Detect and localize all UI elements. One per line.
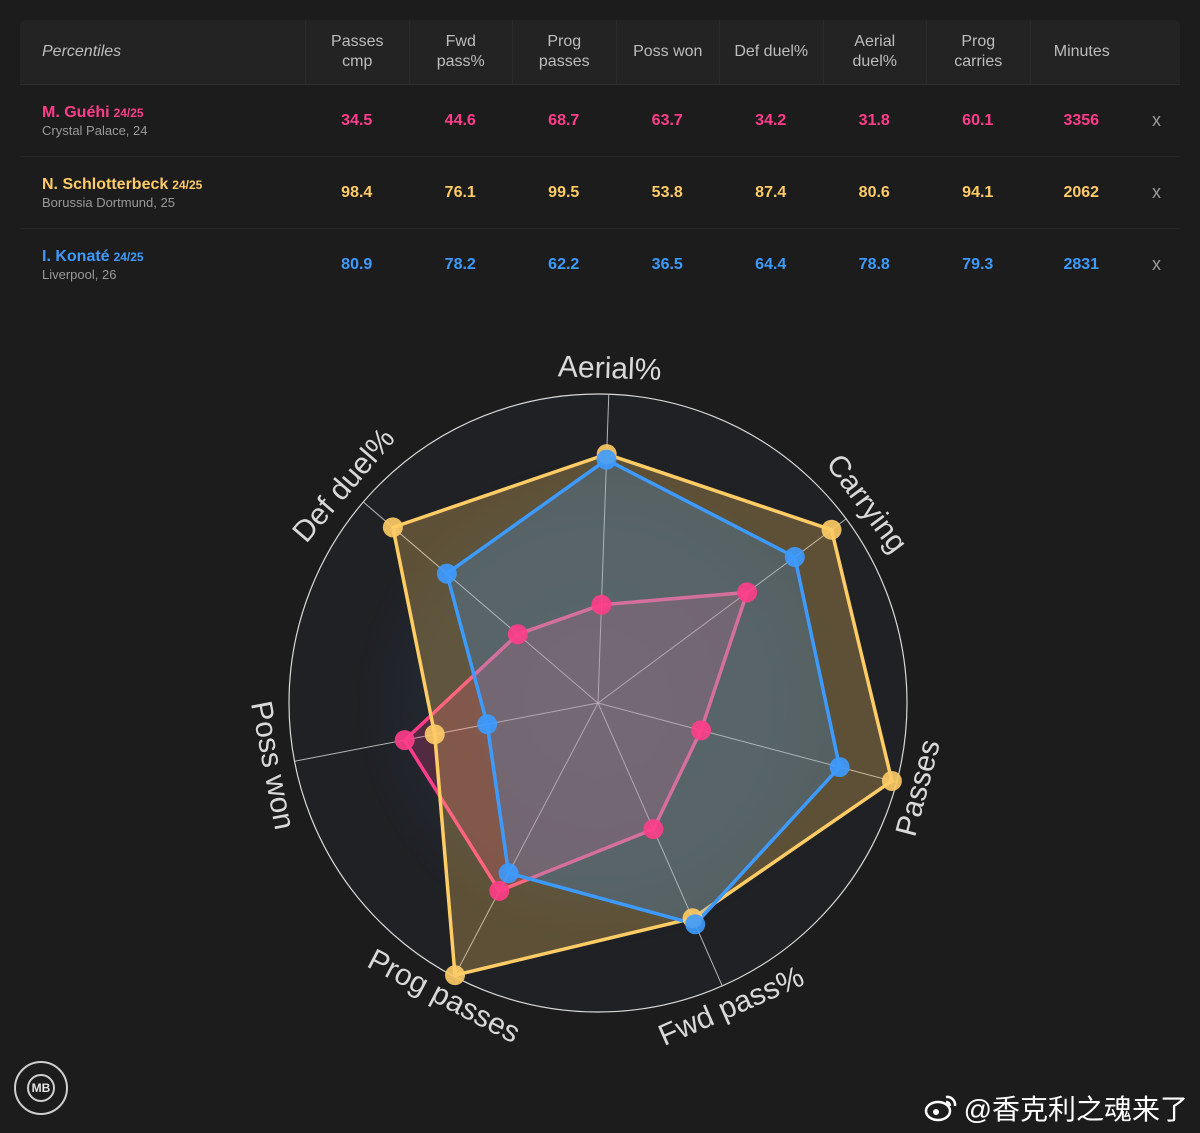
series-area-0 [402,590,749,893]
stat-value: 63.7 [651,111,683,129]
data-point [436,563,457,584]
stat-value: 80.6 [858,183,890,201]
data-point [489,880,510,901]
logo: MB [14,1061,68,1115]
player-team: Borussia Dortmund, 25 [42,194,175,210]
data-point [477,714,498,735]
player-team: Liverpool, 26 [42,266,117,282]
stat-value: 78.8 [858,255,890,273]
logo-text: MB [27,1074,55,1102]
stat-value: 80.9 [341,255,373,273]
stat-value: 99.5 [548,183,580,201]
header-col-poss-won: Poss won [615,20,720,84]
header-col-minutes: Minutes [1029,20,1134,84]
stat-value: 87.4 [755,183,787,201]
data-point [784,547,805,568]
stat-value: 2831 [1063,255,1100,273]
watermark-text: @香克利之魂来了 [963,1094,1188,1125]
header-col-prog-carries: Prog carries [926,20,1030,84]
table-row: N. Schlotterbeck 24/25 Borussia Dortmund,… [20,157,1180,229]
stat-value: 98.4 [341,183,373,201]
data-point [881,770,902,791]
remove-player-button[interactable]: x [1152,182,1161,202]
player-season: 24/25 [113,105,144,120]
data-point [507,624,528,645]
weibo-icon [924,1094,958,1122]
header-col-passes-cmp: Passes cmp [305,20,409,84]
stat-value: 68.7 [548,111,580,129]
player-name[interactable]: N. Schlotterbeck [42,175,169,193]
stat-value: 76.1 [444,183,476,201]
player-season: 24/25 [113,249,144,264]
radar-spoke [597,702,723,987]
data-point [394,730,415,751]
radar-spoke [294,702,599,762]
stat-value: 62.2 [548,255,580,273]
player-season: 24/25 [172,177,203,192]
radar-spoke [362,501,599,704]
radar-spoke [453,702,599,977]
series-area-2 [445,457,842,926]
watermark: @香克利之魂来了 [924,1088,1188,1128]
player-cell: N. Schlotterbeck 24/25 Borussia Dortmund,… [20,176,305,210]
data-point [685,914,706,935]
stat-value: 60.1 [962,111,994,129]
player-name[interactable]: M. Guéhi [42,103,110,121]
table-row: M. Guéhi 24/25 Crystal Palace, 24 34.5 44… [20,85,1180,157]
stat-value: 3356 [1063,111,1100,129]
stat-value: 31.8 [858,111,890,129]
axis-label: Aerial% [557,350,661,387]
data-point [596,449,617,470]
data-point [445,965,466,986]
player-name[interactable]: I. Konaté [42,247,110,265]
stat-value: 79.3 [962,255,994,273]
data-point [382,517,403,538]
data-point [691,720,712,741]
remove-player-button[interactable]: x [1152,110,1161,130]
header-col-aerial-duel: Aerial duel% [822,20,927,84]
stat-value: 64.4 [755,255,787,273]
player-cell: I. Konaté 24/25 Liverpool, 26 [20,248,305,282]
table-row: I. Konaté 24/25 Liverpool, 26 80.9 78.2 6… [20,229,1180,300]
player-cell: M. Guéhi 24/25 Crystal Palace, 24 [20,104,305,138]
stat-value: 36.5 [651,255,683,273]
player-team: Crystal Palace, 24 [42,122,148,138]
data-point [829,757,850,778]
data-point [498,863,519,884]
data-point [591,594,612,615]
stat-value: 34.2 [755,111,787,129]
stat-value: 78.2 [444,255,476,273]
data-point [821,519,842,540]
stat-value: 34.5 [341,111,373,129]
percentile-table: Percentiles Passes cmp Fwd pass% Prog pa… [20,20,1180,300]
header-col-def-duel: Def duel% [719,20,823,84]
stat-value: 94.1 [962,183,994,201]
header-col-fwd-pass: Fwd pass% [408,20,513,84]
header-percentiles: Percentiles [42,43,122,60]
radar-spoke [597,518,847,704]
data-point [737,582,758,603]
stat-value: 53.8 [651,183,683,201]
data-point [424,724,445,745]
stat-value: 2062 [1063,183,1100,201]
header-col-prog-passes: Prog passes [512,20,616,84]
stat-value: 44.6 [444,111,476,129]
remove-player-button[interactable]: x [1152,254,1161,274]
table-header: Percentiles Passes cmp Fwd pass% Prog pa… [20,20,1180,85]
radar-outer-ring [288,393,908,1013]
data-point [643,819,664,840]
